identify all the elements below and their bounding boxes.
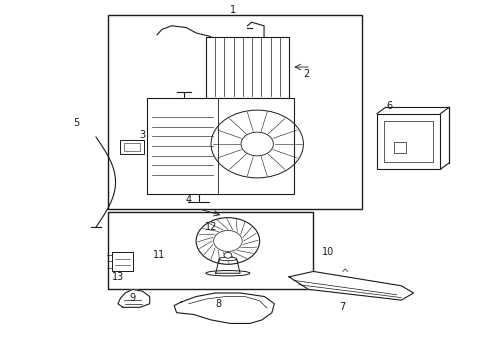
Text: 6: 6 <box>386 102 392 112</box>
Bar <box>124 143 141 151</box>
Bar <box>112 252 133 271</box>
Text: 8: 8 <box>215 299 221 309</box>
Text: 4: 4 <box>186 195 192 205</box>
Circle shape <box>241 132 273 156</box>
Text: 12: 12 <box>205 222 217 231</box>
Text: 11: 11 <box>153 250 166 260</box>
Bar <box>377 114 441 169</box>
Bar <box>384 121 433 162</box>
Ellipse shape <box>206 271 250 276</box>
Text: 9: 9 <box>129 293 136 303</box>
Polygon shape <box>289 271 414 300</box>
Text: 3: 3 <box>139 130 146 140</box>
Text: 2: 2 <box>303 69 309 79</box>
Bar <box>121 140 144 154</box>
Polygon shape <box>174 293 274 323</box>
Text: 7: 7 <box>340 302 346 312</box>
Circle shape <box>214 230 242 251</box>
Bar <box>108 15 362 209</box>
Circle shape <box>224 252 232 258</box>
Bar <box>108 212 314 289</box>
Text: 13: 13 <box>112 272 124 282</box>
Text: 5: 5 <box>74 118 79 128</box>
Polygon shape <box>118 289 150 307</box>
Ellipse shape <box>219 257 237 261</box>
Bar <box>206 37 289 98</box>
Polygon shape <box>216 259 240 273</box>
Text: 1: 1 <box>230 5 236 15</box>
Bar <box>147 98 294 194</box>
Bar <box>394 142 406 153</box>
Circle shape <box>196 218 260 264</box>
Text: 10: 10 <box>322 247 334 257</box>
